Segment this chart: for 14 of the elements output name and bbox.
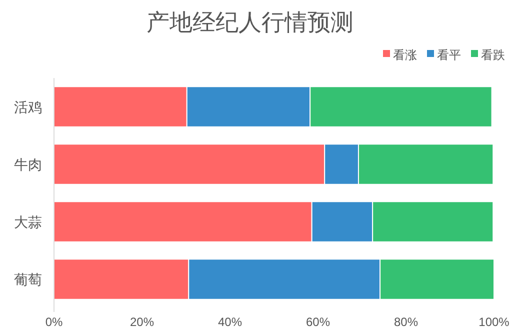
x-tick-label: 40% <box>218 315 242 329</box>
x-tick-label: 60% <box>306 315 330 329</box>
y-tick-label: 活鸡 <box>14 98 42 115</box>
legend-label: 看涨 <box>393 48 417 62</box>
legend-label: 看跌 <box>481 48 505 62</box>
x-tick-label: 0% <box>45 315 63 329</box>
y-tick-label: 牛肉 <box>14 156 42 172</box>
x-tick-label: 20% <box>130 315 154 329</box>
y-tick-label: 葡萄 <box>14 271 42 288</box>
y-tick-label: 大蒜 <box>14 214 42 230</box>
legend-label: 看平 <box>437 48 461 62</box>
x-tick-label: 80% <box>394 315 418 329</box>
x-tick-label: 100% <box>478 315 510 329</box>
chart-title: 产地经纪人行情预测 <box>146 9 354 35</box>
